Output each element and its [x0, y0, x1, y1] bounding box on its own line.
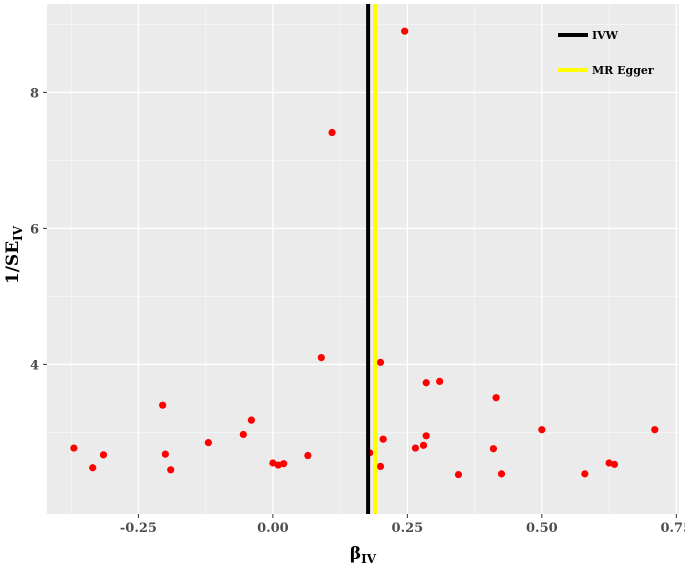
y-tick-label: 8	[30, 86, 39, 101]
data-point	[651, 426, 659, 434]
reference-lines	[366, 4, 378, 514]
x-tick-label: -0.25	[120, 521, 157, 536]
x-tick-label: 0.75	[660, 521, 685, 536]
legend-label: IVW	[592, 29, 619, 42]
x-tick-label: 0.25	[392, 521, 424, 536]
data-point	[304, 451, 312, 460]
data-point	[239, 430, 247, 439]
data-point	[376, 462, 385, 470]
data-point	[497, 470, 506, 478]
y-tick-label: 4	[30, 358, 39, 373]
data-point	[317, 354, 325, 362]
data-point	[159, 401, 167, 409]
data-point	[422, 432, 430, 440]
data-point	[70, 444, 78, 452]
data-point	[411, 444, 420, 452]
data-points	[70, 27, 659, 479]
y-axis: 4 6 8	[30, 86, 47, 373]
data-point	[167, 466, 175, 474]
x-tick-label: 0.00	[257, 521, 289, 536]
minor-gridlines	[47, 4, 679, 514]
data-point	[422, 379, 430, 387]
data-point	[247, 416, 255, 424]
x-axis-title: βIV	[350, 544, 377, 566]
data-point	[605, 459, 613, 467]
data-point	[610, 460, 619, 468]
y-axis-title-main: 1/SE	[3, 241, 23, 284]
plot-panel	[47, 4, 679, 514]
data-point	[99, 451, 108, 459]
data-point	[492, 394, 500, 402]
data-point	[538, 426, 546, 434]
data-point	[328, 128, 336, 137]
legend-label: MR Egger	[592, 64, 654, 77]
x-axis-title-main: β	[350, 544, 361, 564]
data-point	[489, 445, 498, 453]
x-tick-label: 0.50	[526, 521, 558, 536]
y-axis-title: 1/SEIV	[3, 225, 25, 284]
x-axis: -0.25 0.00 0.25 0.50 0.75	[120, 514, 685, 536]
data-point	[204, 439, 212, 447]
data-point	[581, 470, 589, 478]
data-point	[419, 441, 428, 449]
data-point	[274, 461, 282, 469]
x-axis-title-sub: IV	[361, 552, 377, 566]
data-point	[376, 358, 385, 366]
y-tick-label: 6	[30, 222, 39, 237]
data-point	[161, 450, 169, 458]
data-point	[89, 464, 97, 472]
y-axis-title-sub: IV	[11, 225, 25, 241]
data-point	[436, 377, 444, 385]
legend: IVW MR Egger	[558, 29, 654, 77]
data-point	[280, 460, 288, 468]
data-point	[401, 27, 409, 35]
data-point	[454, 470, 463, 479]
data-point	[379, 435, 387, 443]
